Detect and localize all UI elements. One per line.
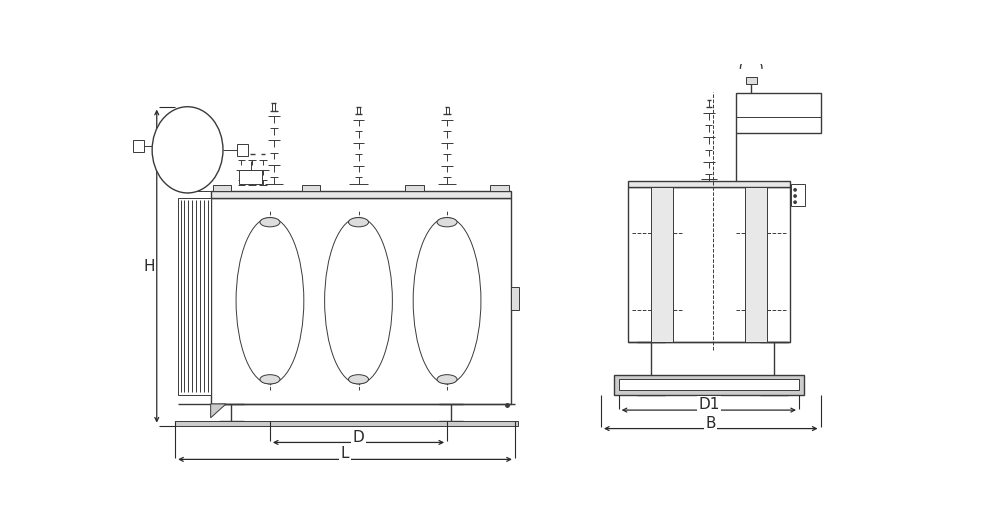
- Bar: [628, 187, 790, 342]
- Bar: [175, 421, 518, 426]
- Bar: [405, 186, 424, 191]
- Text: D1: D1: [698, 397, 720, 412]
- Bar: [178, 198, 211, 395]
- Ellipse shape: [152, 107, 223, 193]
- Bar: [791, 184, 805, 206]
- Bar: [651, 187, 673, 342]
- Circle shape: [794, 201, 796, 204]
- Ellipse shape: [325, 218, 392, 384]
- Bar: [237, 144, 248, 156]
- Bar: [619, 379, 799, 390]
- Bar: [490, 186, 509, 191]
- Ellipse shape: [348, 218, 369, 227]
- Bar: [211, 191, 511, 198]
- Ellipse shape: [260, 218, 280, 227]
- Text: B: B: [706, 416, 716, 431]
- Ellipse shape: [260, 375, 280, 384]
- Circle shape: [794, 195, 796, 197]
- Ellipse shape: [413, 218, 481, 384]
- Bar: [745, 187, 767, 342]
- Bar: [239, 170, 262, 184]
- Bar: [614, 375, 804, 395]
- Bar: [213, 186, 231, 191]
- Polygon shape: [211, 404, 226, 418]
- Bar: [628, 181, 790, 187]
- Text: H: H: [143, 259, 155, 273]
- Ellipse shape: [348, 375, 369, 384]
- Bar: [133, 140, 144, 152]
- Bar: [211, 198, 511, 404]
- Bar: [511, 287, 519, 310]
- Ellipse shape: [437, 218, 457, 227]
- Bar: [746, 77, 757, 84]
- Bar: [302, 186, 320, 191]
- Bar: [736, 93, 821, 133]
- Text: D: D: [353, 429, 364, 445]
- Text: L: L: [341, 446, 349, 462]
- Ellipse shape: [236, 218, 304, 384]
- Circle shape: [794, 189, 796, 191]
- Ellipse shape: [437, 375, 457, 384]
